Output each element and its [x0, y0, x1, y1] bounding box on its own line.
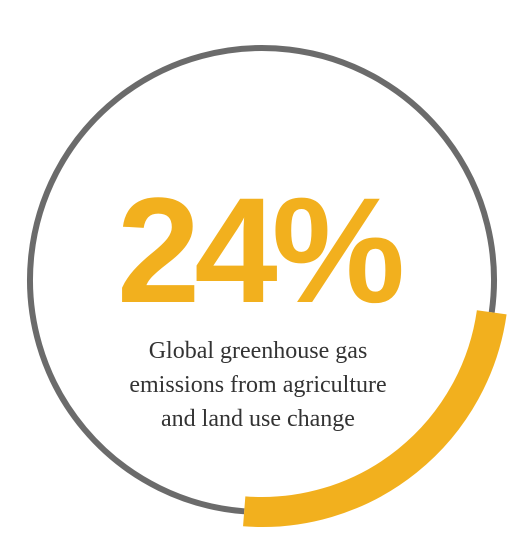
chart-caption-line-2: emissions from agriculture	[129, 372, 386, 398]
chart-slice-highlight	[243, 310, 507, 527]
chart-slice-remainder	[27, 45, 497, 515]
chart-value-label: 24%	[117, 166, 402, 334]
chart-caption-line-3: and land use change	[161, 406, 355, 432]
chart-caption-line-1: Global greenhouse gas	[149, 338, 368, 364]
